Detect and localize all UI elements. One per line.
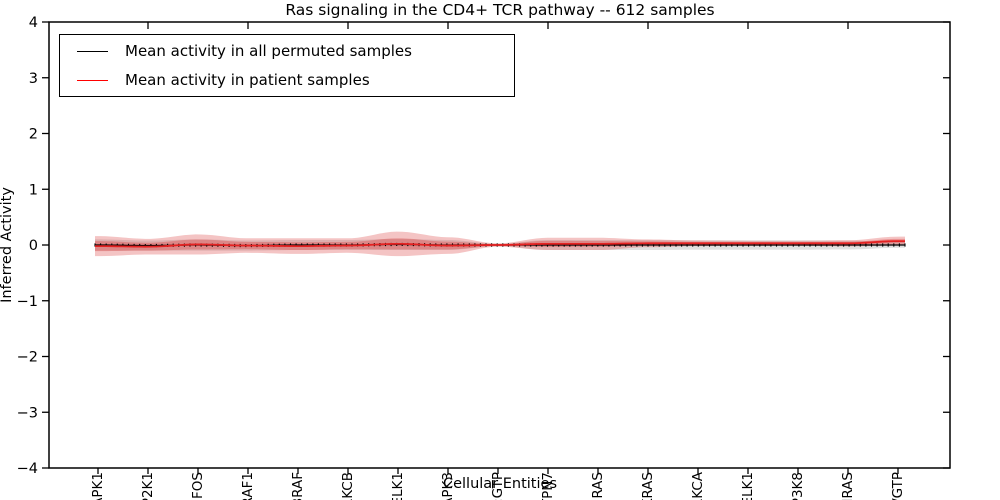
y-tick-label: 3 bbox=[29, 71, 38, 87]
legend-label-permuted: Mean activity in all permuted samples bbox=[125, 42, 412, 60]
x-category-label: KRAS bbox=[640, 472, 656, 500]
y-tick-label: 2 bbox=[29, 127, 38, 143]
y-tick-label: 4 bbox=[29, 15, 38, 31]
x-category-label: PRKCB bbox=[340, 472, 356, 500]
x-category-label: MAPK1 bbox=[90, 472, 106, 500]
legend: Mean activity in all permuted samples Me… bbox=[59, 34, 515, 97]
x-category-label: MAP3K8 bbox=[790, 472, 806, 500]
x-category-label: FOS bbox=[190, 472, 206, 499]
legend-item-permuted: Mean activity in all permuted samples bbox=[60, 38, 514, 64]
y-tick-label: −4 bbox=[17, 461, 38, 477]
legend-label-patient: Mean activity in patient samples bbox=[125, 71, 370, 89]
permuted-line-swatch bbox=[77, 50, 108, 52]
x-category-label: RAF1 bbox=[240, 472, 256, 500]
x-category-label: MAPK3 bbox=[440, 472, 456, 500]
patient-mean-line bbox=[95, 240, 905, 248]
x-category-label: ERK1-2/ELK1 bbox=[390, 472, 406, 500]
patient-line-swatch bbox=[77, 79, 108, 81]
x-category-label: MAP2K1 bbox=[140, 472, 156, 500]
band-patient-samples-spread-outer bbox=[95, 231, 905, 257]
x-category-label: NRAS bbox=[590, 472, 606, 500]
x-category-label: HRAS bbox=[840, 472, 856, 500]
chart-title: Ras signaling in the CD4+ TCR pathway --… bbox=[285, 1, 715, 19]
y-tick-label: −1 bbox=[17, 294, 38, 310]
x-category-label: mol:GTP bbox=[490, 472, 506, 500]
y-tick-label: 1 bbox=[29, 182, 38, 198]
x-category-label: BRAF bbox=[290, 472, 306, 500]
legend-item-patient: Mean activity in patient samples bbox=[60, 67, 514, 93]
y-tick-label: −3 bbox=[17, 405, 38, 421]
y-tick-label: 0 bbox=[29, 238, 38, 254]
x-category-label: PRKCA bbox=[690, 471, 706, 500]
x-axis-label: Cellular Entities bbox=[442, 476, 558, 492]
x-category-label: ELK1 bbox=[740, 472, 756, 500]
y-tick-label: −2 bbox=[17, 350, 38, 366]
x-category-label: RAS family/GTP bbox=[890, 472, 906, 500]
x-category-label: PTPN7 bbox=[540, 472, 556, 500]
